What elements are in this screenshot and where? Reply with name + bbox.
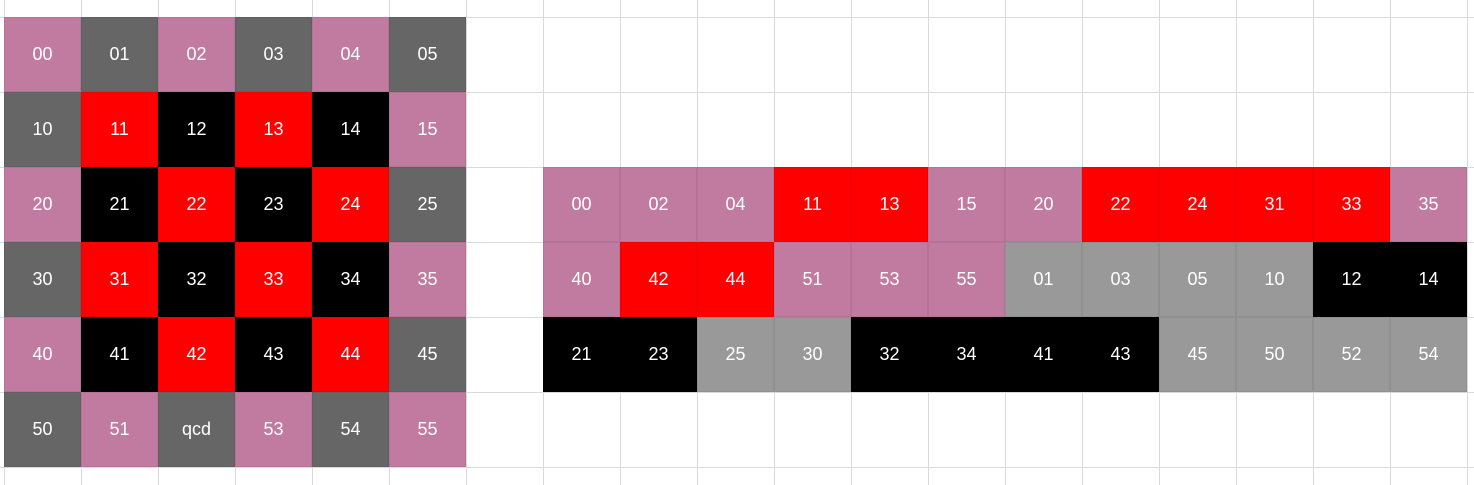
grid-cell[interactable]: 54 (1390, 317, 1467, 392)
grid-cell[interactable]: 41 (1005, 317, 1082, 392)
grid-cell[interactable]: qcd (158, 392, 235, 467)
grid-cell[interactable]: 20 (1005, 167, 1082, 242)
grid-cell[interactable]: 13 (851, 167, 928, 242)
grid-cell[interactable]: 10 (1236, 242, 1313, 317)
grid-cell[interactable]: 42 (158, 317, 235, 392)
grid-cell[interactable]: 13 (235, 92, 312, 167)
grid-cell[interactable]: 30 (4, 242, 81, 317)
grid-cell[interactable]: 00 (543, 167, 620, 242)
grid-cell[interactable]: 32 (158, 242, 235, 317)
grid-cell[interactable]: 33 (235, 242, 312, 317)
grid-cell[interactable]: 31 (81, 242, 158, 317)
grid-cell[interactable]: 34 (928, 317, 1005, 392)
grid-cell[interactable]: 00 (4, 17, 81, 92)
grid-cell[interactable]: 15 (389, 92, 466, 167)
grid-cell[interactable]: 21 (543, 317, 620, 392)
grid-cell[interactable]: 23 (235, 167, 312, 242)
grid-cell[interactable]: 50 (4, 392, 81, 467)
grid-cell[interactable]: 35 (389, 242, 466, 317)
grid-cell[interactable]: 02 (620, 167, 697, 242)
grid-cell[interactable]: 41 (81, 317, 158, 392)
grid-cell[interactable]: 55 (928, 242, 1005, 317)
grid-cell[interactable]: 20 (4, 167, 81, 242)
grid-cell[interactable]: 03 (1082, 242, 1159, 317)
grid-cell[interactable]: 24 (312, 167, 389, 242)
grid-cell[interactable]: 35 (1390, 167, 1467, 242)
grid-cell[interactable]: 02 (158, 17, 235, 92)
grid-cell[interactable]: 50 (1236, 317, 1313, 392)
grid-cell[interactable]: 22 (158, 167, 235, 242)
grid-cell[interactable]: 04 (697, 167, 774, 242)
grid-cell[interactable]: 32 (851, 317, 928, 392)
grid-cell[interactable]: 22 (1082, 167, 1159, 242)
grid-cell[interactable]: 25 (697, 317, 774, 392)
grid-cell[interactable]: 05 (389, 17, 466, 92)
grid-cell[interactable]: 53 (851, 242, 928, 317)
grid-cell[interactable]: 42 (620, 242, 697, 317)
grid-cell[interactable]: 55 (389, 392, 466, 467)
grid-cell[interactable]: 34 (312, 242, 389, 317)
grid-cell[interactable]: 01 (81, 17, 158, 92)
grid-cell[interactable]: 14 (312, 92, 389, 167)
grid-cell[interactable]: 03 (235, 17, 312, 92)
grid-cell[interactable]: 51 (81, 392, 158, 467)
grid-cell[interactable]: 24 (1159, 167, 1236, 242)
grid-cell[interactable]: 51 (774, 242, 851, 317)
grid-cell[interactable]: 43 (235, 317, 312, 392)
grid-cell[interactable]: 31 (1236, 167, 1313, 242)
grid-cell[interactable]: 10 (4, 92, 81, 167)
grid-cell[interactable]: 53 (235, 392, 312, 467)
grid-cell[interactable]: 30 (774, 317, 851, 392)
grid-cell[interactable]: 25 (389, 167, 466, 242)
grid-cell[interactable]: 45 (389, 317, 466, 392)
grid-cell[interactable]: 04 (312, 17, 389, 92)
grid-cell[interactable]: 14 (1390, 242, 1467, 317)
grid-cell[interactable]: 43 (1082, 317, 1159, 392)
grid-cell[interactable]: 12 (158, 92, 235, 167)
grid-cell[interactable]: 21 (81, 167, 158, 242)
grid-cell[interactable]: 11 (774, 167, 851, 242)
grid-cell[interactable]: 45 (1159, 317, 1236, 392)
grid-cell[interactable]: 15 (928, 167, 1005, 242)
grid-cell[interactable]: 44 (697, 242, 774, 317)
grid-cell[interactable]: 52 (1313, 317, 1390, 392)
grid-cell[interactable]: 33 (1313, 167, 1390, 242)
grid-cell[interactable]: 01 (1005, 242, 1082, 317)
grid-cell[interactable]: 40 (4, 317, 81, 392)
grid-cell[interactable]: 44 (312, 317, 389, 392)
grid-cell[interactable]: 23 (620, 317, 697, 392)
grid-cell[interactable]: 05 (1159, 242, 1236, 317)
grid-cell[interactable]: 12 (1313, 242, 1390, 317)
grid-cell[interactable]: 40 (543, 242, 620, 317)
grid-cell[interactable]: 54 (312, 392, 389, 467)
grid-cell[interactable]: 11 (81, 92, 158, 167)
